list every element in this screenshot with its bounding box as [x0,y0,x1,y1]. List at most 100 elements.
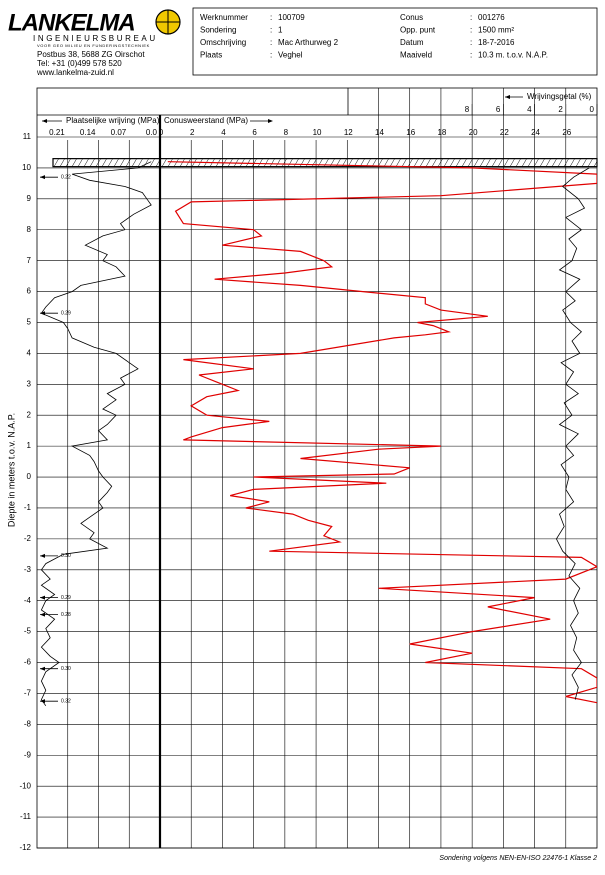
annotation-label: 0.29 [61,595,71,601]
x-tick-label: 12 [344,128,353,137]
y-tick-label: 3 [27,379,32,388]
info-box [192,7,598,76]
annotation-label: 0.32 [61,698,71,704]
x-tick-label: 18 [437,128,446,137]
y-tick-label: 5 [27,318,32,327]
y-tick-label: -5 [24,627,32,636]
field-value: 1 [278,26,283,35]
y-tick-label: -12 [19,843,31,852]
y-tick-label: -10 [19,781,31,790]
series-line [167,161,597,704]
annotation-arrowhead [40,553,45,558]
info-fields: Werknummer:100709Sondering:1Omschrijving… [200,13,548,60]
annotation-label: 0.22 [61,175,71,181]
field-value: Veghel [278,51,303,60]
y-tick-label: 0 [27,472,32,481]
field-value: Mac Arthurweg 2 [278,38,339,47]
field-value: 10.3 m. t.o.v. N.A.P. [478,51,548,60]
legend-label: Wrijvingsgetal (%) [527,92,592,101]
field-label: Omschrijving [200,38,246,47]
y-tick-label: 9 [27,194,32,203]
y-tick-label: 8 [27,225,32,234]
annotation-label: 0.28 [61,612,71,618]
x-tick-label: 24 [531,128,540,137]
y-tick-label: -7 [24,689,32,698]
field-value: 18-7-2016 [478,38,515,47]
field-value: 100709 [278,13,305,22]
y-tick-label: -11 [20,812,32,821]
field-label: Maaiveld [400,51,432,60]
x-tick-label: 4 [221,128,226,137]
field-value: 001276 [478,13,505,22]
legend-arrowhead [42,119,47,123]
annotation-arrowhead [40,595,45,600]
annotation-arrowhead [40,699,45,704]
x-tick-label: 16 [406,128,415,137]
company-subtitle: INGENIEURSBUREAU [33,34,158,43]
annotation-arrowhead [40,666,45,671]
legend-arrowhead [268,119,273,123]
x-tick-label: 10 [313,128,322,137]
website: www.lankelma-zuid.nl [36,68,114,77]
x-tick-label: 8 [465,105,470,114]
x-tick-label: 0 [159,128,164,137]
field-separator: : [470,38,472,47]
plot: 11109876543210-1-2-3-4-5-6-7-8-9-10-11-1… [19,88,598,852]
field-label: Opp. punt [400,26,436,35]
phone: Tel: +31 (0)499 578 520 [37,59,122,68]
legend-label: Conusweerstand (MPa) [164,116,248,125]
address: Postbus 38, 5688 ZG Oirschot [37,50,145,59]
ground-level [52,158,598,168]
x-tick-label: 8 [284,128,289,137]
annotation-arrowhead [40,311,45,316]
field-separator: : [270,51,272,60]
x-tick-label: 20 [469,128,478,137]
x-tick-label: 0.14 [80,128,96,137]
legend-label: Plaatselijke wrijving (MPa) [66,116,160,125]
x-tick-label: 14 [375,128,384,137]
y-tick-label: 11 [23,132,32,141]
field-label: Datum [400,38,424,47]
field-value: 1500 mm² [478,26,514,35]
field-separator: : [470,13,472,22]
logo: LANKELMA INGENIEURSBUREAU VOOR GEO MILIE… [8,9,181,77]
y-tick-label: 7 [27,256,32,265]
annotation-label: 0.30 [61,553,71,559]
x-tick-label: 0.21 [49,128,65,137]
y-tick-label: 10 [22,163,31,172]
field-separator: : [270,13,272,22]
y-tick-label: -6 [24,658,32,667]
legend-arrowhead [505,95,510,99]
field-separator: : [270,26,272,35]
x-tick-label: 26 [562,128,571,137]
chart-frame [36,87,598,849]
y-tick-label: -4 [24,596,32,605]
y-tick-label: -8 [24,719,32,728]
x-tick-label: 0.0 [146,128,158,137]
annotation-label: 0.29 [61,311,71,317]
field-separator: : [470,26,472,35]
y-tick-label: 2 [27,410,32,419]
x-tick-label: 0 [590,105,595,114]
y-tick-label: 4 [27,349,32,358]
field-label: Conus [400,13,423,22]
y-axis-title: Diepte in meters t.o.v. N.A.P. [6,413,16,527]
x-tick-label: 6 [252,128,257,137]
x-tick-label: 0.07 [111,128,127,137]
x-tick-label: 2 [190,128,195,137]
x-tick-label: 6 [496,105,501,114]
field-label: Plaats [200,51,222,60]
series-line [40,161,152,707]
annotation-label: 0.30 [61,666,71,672]
annotation-arrowhead [40,612,45,617]
annotation-arrowhead [40,175,45,180]
field-label: Sondering [200,26,236,35]
y-tick-label: -1 [24,503,32,512]
field-label: Werknummer [200,13,248,22]
company-name: LANKELMA [8,9,135,36]
y-tick-label: -2 [24,534,32,543]
y-tick-label: -3 [24,565,32,574]
field-separator: : [470,51,472,60]
y-tick-label: 1 [27,441,32,450]
